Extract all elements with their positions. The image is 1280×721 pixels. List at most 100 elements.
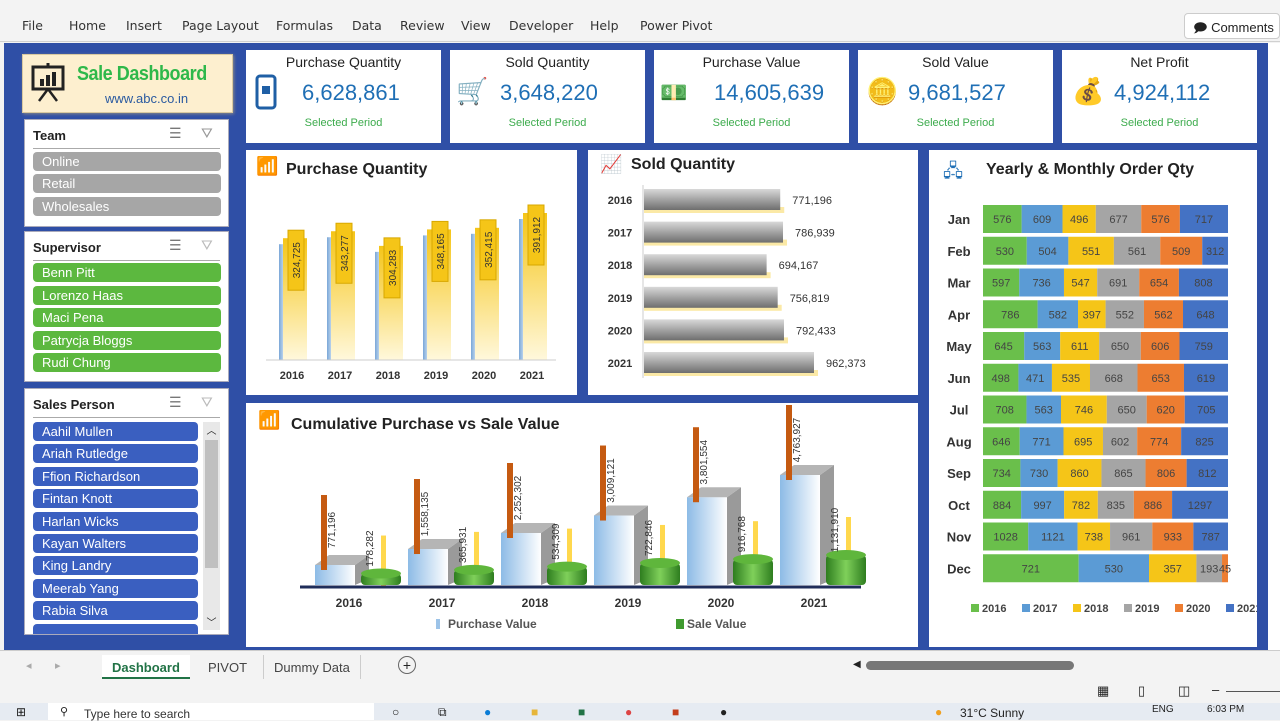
add-sheet-icon[interactable]: + <box>398 656 416 674</box>
slicer-item[interactable]: Lorenzo Haas <box>33 286 221 305</box>
tab-dashboard[interactable]: Dashboard <box>102 655 190 679</box>
x-tick-label: 2018 <box>522 596 549 610</box>
bar-shadow <box>327 237 333 360</box>
ribbon-menu-bar: File Home Insert Page Layout Formulas Da… <box>0 0 1280 42</box>
normal-view-icon[interactable]: ▦ <box>1097 683 1110 698</box>
data-label: 352,415 <box>484 231 495 268</box>
legend-label: 2021 <box>1237 603 1257 615</box>
logo-card: Sale Dashboard www.abc.co.in <box>22 54 233 113</box>
slicer-item[interactable]: Ffion Richardson <box>33 467 198 486</box>
menu-formulas[interactable]: Formulas <box>276 18 334 33</box>
tab-pivot[interactable]: PIVOT <box>208 660 248 675</box>
excel-icon[interactable]: ■ <box>578 705 586 719</box>
cortana-icon[interactable]: ○ <box>392 705 400 719</box>
slicer-item-retail[interactable]: Retail <box>33 174 221 193</box>
data-label: 812 <box>1198 468 1216 480</box>
slicer-item-online[interactable]: Online <box>33 152 221 171</box>
menu-power-pivot[interactable]: Power Pivot <box>640 18 713 33</box>
coins-icon: 🪙 <box>866 76 899 106</box>
data-label: 547 <box>1071 278 1089 290</box>
sale-label-leader <box>753 521 758 572</box>
slicer-item[interactable]: King Landry <box>33 556 198 575</box>
slicer-item[interactable]: Benn Pitt <box>33 263 221 282</box>
weather-text[interactable]: 31°C Sunny <box>960 706 1025 720</box>
edge-icon[interactable]: ● <box>484 705 492 719</box>
clear-filter-icon[interactable]: ⛛ <box>201 237 213 253</box>
scroll-down-icon[interactable]: ﹀ <box>206 618 217 629</box>
clear-filter-icon[interactable]: ⛛ <box>201 125 213 141</box>
menu-help[interactable]: Help <box>590 18 619 33</box>
slicer-item[interactable]: Aahil Mullen <box>33 422 198 441</box>
stacked-segment <box>1077 522 1111 551</box>
menu-review[interactable]: Review <box>400 18 445 33</box>
slicer-item-wholesales[interactable]: Wholesales <box>33 197 221 216</box>
zoom-slider[interactable] <box>1226 691 1280 692</box>
multi-select-icon[interactable]: ☰ <box>169 394 182 410</box>
legend-label: 2018 <box>1084 603 1108 615</box>
stacked-segment <box>983 427 1020 456</box>
menu-view[interactable]: View <box>461 18 491 33</box>
sale-value-bar <box>547 566 587 585</box>
clock[interactable]: 6:03 PM <box>1207 704 1245 715</box>
kpi-value: 3,648,220 <box>500 80 598 105</box>
page-break-view-icon[interactable]: ◫ <box>1178 683 1191 698</box>
next-sheet-icon[interactable]: ▸ <box>55 660 61 672</box>
powerpoint-icon[interactable]: ■ <box>672 705 680 719</box>
slicer-item[interactable]: Rabia Silva <box>33 601 198 620</box>
windows-start-icon[interactable]: ⊞ <box>16 705 27 719</box>
bar <box>644 319 784 341</box>
scrollbar[interactable]: ︿ ﹀ <box>203 422 220 630</box>
menu-insert[interactable]: Insert <box>126 18 162 33</box>
menu-home[interactable]: Home <box>69 18 106 33</box>
slicer-item[interactable]: Harlan Wicks <box>33 512 198 531</box>
purchase-value-bar <box>501 532 541 585</box>
language-indicator[interactable]: ENG <box>1152 704 1174 715</box>
multi-select-icon[interactable]: ☰ <box>169 237 182 253</box>
slicer-item[interactable]: Ariah Rutledge <box>33 444 198 463</box>
stacked-segment <box>1139 268 1179 297</box>
clear-filter-icon[interactable]: ⛛ <box>201 394 213 410</box>
task-view-icon[interactable]: ⧉ <box>438 705 447 719</box>
menu-page-layout[interactable]: Page Layout <box>182 18 259 33</box>
prev-sheet-icon[interactable]: ◂ <box>26 660 32 672</box>
zoom-out-icon[interactable]: – <box>1212 682 1220 697</box>
purchase-label-leader <box>414 479 420 555</box>
scroll-up-icon[interactable]: ︿ <box>206 426 217 437</box>
y-tick-label: Nov <box>947 530 972 545</box>
chrome-icon[interactable]: ● <box>625 705 633 719</box>
slicer-item[interactable]: Rudi Chung <box>33 353 221 372</box>
dashboard-title: Sale Dashboard <box>77 63 207 85</box>
page-layout-view-icon[interactable]: ▯ <box>1138 683 1146 698</box>
slicer-item-partial[interactable] <box>33 624 198 634</box>
kpi-net-profit: Net Profit 💰 4,924,112 Selected Period <box>1062 50 1257 143</box>
tab-dummy-data[interactable]: Dummy Data <box>263 655 361 679</box>
sale-bar-top <box>547 561 587 572</box>
legend-swatch <box>1175 604 1183 612</box>
multi-select-icon[interactable]: ☰ <box>169 125 182 141</box>
slicer-item[interactable]: Maci Pena <box>33 308 221 327</box>
stacked-segment <box>983 554 1079 583</box>
data-label: 563 <box>1035 405 1053 417</box>
stacked-segment <box>1020 459 1058 487</box>
stacked-segment <box>1184 395 1228 424</box>
data-label: 620 <box>1157 405 1175 417</box>
sale-bar-top <box>826 550 866 560</box>
slicer-item[interactable]: Kayan Walters <box>33 534 198 553</box>
data-label: 648 <box>1196 309 1214 321</box>
menu-data[interactable]: Data <box>352 18 382 33</box>
app-icon[interactable]: ● <box>720 705 728 719</box>
scroll-thumb[interactable] <box>205 440 218 568</box>
data-label: 562 <box>1154 309 1172 321</box>
file-explorer-icon[interactable]: ■ <box>531 705 539 719</box>
comments-button[interactable]: 🗩 Comments <box>1184 13 1280 39</box>
slicer-item[interactable]: Patrycja Bloggs <box>33 331 221 350</box>
taskbar-search[interactable]: ⚲ Type here to search <box>48 703 374 721</box>
data-label: 786 <box>1001 309 1019 321</box>
menu-developer[interactable]: Developer <box>509 18 574 33</box>
horizontal-scrollbar[interactable] <box>866 661 1074 670</box>
menu-file[interactable]: File <box>22 18 43 33</box>
scroll-left-icon[interactable]: ◀ <box>853 659 861 670</box>
line-chart-icon: 📈 <box>600 154 623 174</box>
slicer-item[interactable]: Meerab Yang <box>33 579 198 598</box>
slicer-item[interactable]: Fintan Knott <box>33 489 198 508</box>
